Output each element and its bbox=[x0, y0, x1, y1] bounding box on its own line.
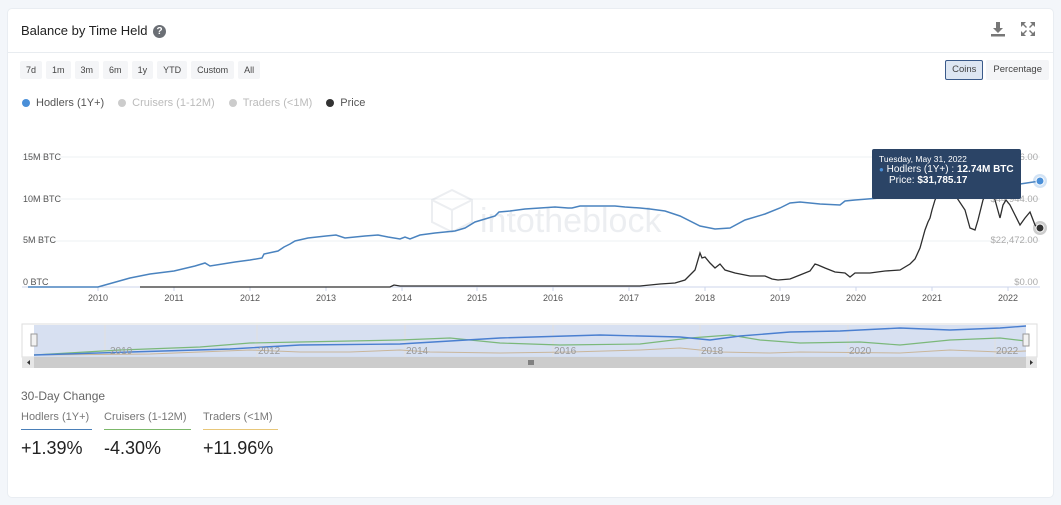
navigator[interactable]: 2010 2012 2014 2016 2018 2020 2022 bbox=[21, 323, 1038, 358]
svg-text:2018: 2018 bbox=[701, 346, 724, 357]
tooltip-series-value: 12.74M BTC bbox=[956, 164, 1014, 175]
range-6m-button[interactable]: 6m bbox=[103, 61, 128, 79]
change-traders: Traders (<1M) +11.96% bbox=[203, 411, 278, 459]
range-3m-button[interactable]: 3m bbox=[74, 61, 100, 79]
y2-axis-tick: $44,944.00 bbox=[990, 194, 1038, 205]
thirty-day-change-stats: Hodlers (1Y+) +1.39% Cruisers (1-12M) -4… bbox=[21, 411, 278, 459]
change-hodlers: Hodlers (1Y+) +1.39% bbox=[21, 411, 92, 459]
price-hover-point bbox=[1035, 223, 1045, 233]
svg-text:2015: 2015 bbox=[467, 293, 487, 303]
change-value: +1.39% bbox=[21, 438, 83, 458]
legend-item-hodlers[interactable]: Hodlers (1Y+) bbox=[22, 97, 104, 109]
card-title: Balance by Time Held bbox=[21, 23, 148, 38]
legend-item-cruisers[interactable]: Cruisers (1-12M) bbox=[118, 97, 215, 109]
svg-text:2010: 2010 bbox=[110, 346, 133, 357]
range-all-button[interactable]: All bbox=[238, 61, 261, 79]
range-ytd-button[interactable]: YTD bbox=[157, 61, 188, 79]
unit-mode-toggle: Coins Percentage bbox=[945, 60, 1049, 80]
svg-text:2019: 2019 bbox=[770, 293, 790, 303]
legend-dot-icon bbox=[326, 99, 335, 107]
y-axis-tick: 10M BTC bbox=[23, 194, 62, 204]
svg-text:2011: 2011 bbox=[164, 293, 183, 303]
svg-text:2020: 2020 bbox=[849, 346, 872, 357]
legend-label: Traders (<1M) bbox=[242, 97, 313, 109]
svg-text:2012: 2012 bbox=[258, 346, 281, 357]
change-label: Hodlers (1Y+) bbox=[21, 411, 92, 430]
download-icon[interactable] bbox=[990, 21, 1006, 37]
y-axis-tick: 0 BTC bbox=[23, 277, 49, 287]
svg-text:2022: 2022 bbox=[996, 346, 1019, 357]
legend-item-price[interactable]: Price bbox=[326, 97, 365, 109]
arrow-left-icon bbox=[27, 360, 30, 365]
legend-dot-icon bbox=[118, 99, 127, 107]
tooltip-series-label: Hodlers (1Y+) : bbox=[886, 164, 957, 175]
scrollbar-thumb[interactable] bbox=[34, 357, 1026, 368]
svg-text:2012: 2012 bbox=[240, 293, 260, 303]
legend-label: Cruisers (1-12M) bbox=[132, 97, 215, 109]
grip-icon bbox=[528, 360, 534, 365]
hodlers-series-line bbox=[28, 180, 1041, 288]
svg-text:2013: 2013 bbox=[316, 293, 336, 303]
legend-label: Price bbox=[340, 97, 366, 109]
tooltip-price-label: Price: bbox=[889, 175, 918, 186]
y2-axis-tick: $0.00 bbox=[1014, 277, 1038, 288]
svg-text:2021: 2021 bbox=[922, 293, 942, 303]
svg-text:2014: 2014 bbox=[392, 293, 412, 303]
svg-text:2014: 2014 bbox=[406, 346, 429, 357]
thirty-day-change-title: 30-Day Change bbox=[21, 389, 106, 403]
legend-dot-icon bbox=[228, 99, 237, 107]
tooltip-hodlers-row: ● Hodlers (1Y+) : 12.74M BTC bbox=[879, 164, 1014, 175]
svg-text:2018: 2018 bbox=[695, 293, 715, 303]
change-value: +11.96% bbox=[203, 438, 274, 458]
question-circle-icon[interactable]: ? bbox=[153, 25, 166, 38]
percentage-button[interactable]: Percentage bbox=[986, 60, 1049, 80]
navigator-labels: 2010 2012 2014 2016 2018 2020 2022 bbox=[110, 346, 1019, 357]
y2-axis-tick: $22,472.00 bbox=[990, 235, 1038, 246]
change-label: Cruisers (1-12M) bbox=[104, 411, 191, 430]
watermark: intotheblock bbox=[431, 188, 662, 240]
range-1y-button[interactable]: 1y bbox=[131, 61, 154, 79]
x-axis-ticks bbox=[97, 287, 1009, 291]
y-axis-tick: 5M BTC bbox=[23, 235, 57, 245]
card-header: Balance by Time Held ? bbox=[8, 9, 1053, 53]
svg-text:2022: 2022 bbox=[998, 293, 1018, 303]
svg-text:2010: 2010 bbox=[88, 293, 108, 303]
arrow-right-icon bbox=[1030, 360, 1033, 365]
legend-dot-icon bbox=[22, 99, 30, 107]
y-axis-tick: 15M BTC bbox=[23, 152, 62, 162]
x-axis-labels: 2010 2011 2012 2013 2014 2015 2016 2017 … bbox=[88, 293, 1018, 303]
expand-icon[interactable] bbox=[1020, 21, 1036, 37]
hodlers-hover-point bbox=[1035, 176, 1045, 186]
legend-item-traders[interactable]: Traders (<1M) bbox=[228, 97, 313, 109]
tooltip-price-row: Price: $31,785.17 bbox=[879, 175, 1014, 186]
balance-by-time-held-card: Balance by Time Held ? bbox=[7, 8, 1054, 498]
svg-text:2016: 2016 bbox=[554, 346, 577, 357]
scrollbar[interactable] bbox=[22, 357, 1037, 368]
tooltip-date: Tuesday, May 31, 2022 bbox=[879, 154, 967, 164]
change-value: -4.30% bbox=[104, 438, 162, 458]
svg-text:2016: 2016 bbox=[543, 293, 563, 303]
change-cruisers: Cruisers (1-12M) -4.30% bbox=[104, 411, 191, 459]
legend-label: Hodlers (1Y+) bbox=[36, 97, 105, 109]
time-range-selector: 7d 1m 3m 6m 1y YTD Custom All bbox=[20, 61, 261, 79]
navigator-right-handle[interactable] bbox=[1022, 333, 1030, 347]
range-custom-button[interactable]: Custom bbox=[191, 61, 235, 79]
chart-legend: Hodlers (1Y+) Cruisers (1-12M) Traders (… bbox=[22, 97, 365, 109]
tooltip-price-value: $31,785.17 bbox=[917, 175, 968, 186]
svg-text:2017: 2017 bbox=[619, 293, 639, 303]
svg-text:2020: 2020 bbox=[846, 293, 866, 303]
series-dot-icon: ● bbox=[879, 165, 884, 174]
coins-button[interactable]: Coins bbox=[945, 60, 984, 80]
chart-tooltip: Tuesday, May 31, 2022 ● Hodlers (1Y+) : … bbox=[872, 149, 1021, 199]
change-label: Traders (<1M) bbox=[203, 411, 278, 430]
range-1m-button[interactable]: 1m bbox=[46, 61, 71, 79]
navigator-left-handle[interactable] bbox=[30, 333, 38, 347]
range-7d-button[interactable]: 7d bbox=[20, 61, 43, 79]
